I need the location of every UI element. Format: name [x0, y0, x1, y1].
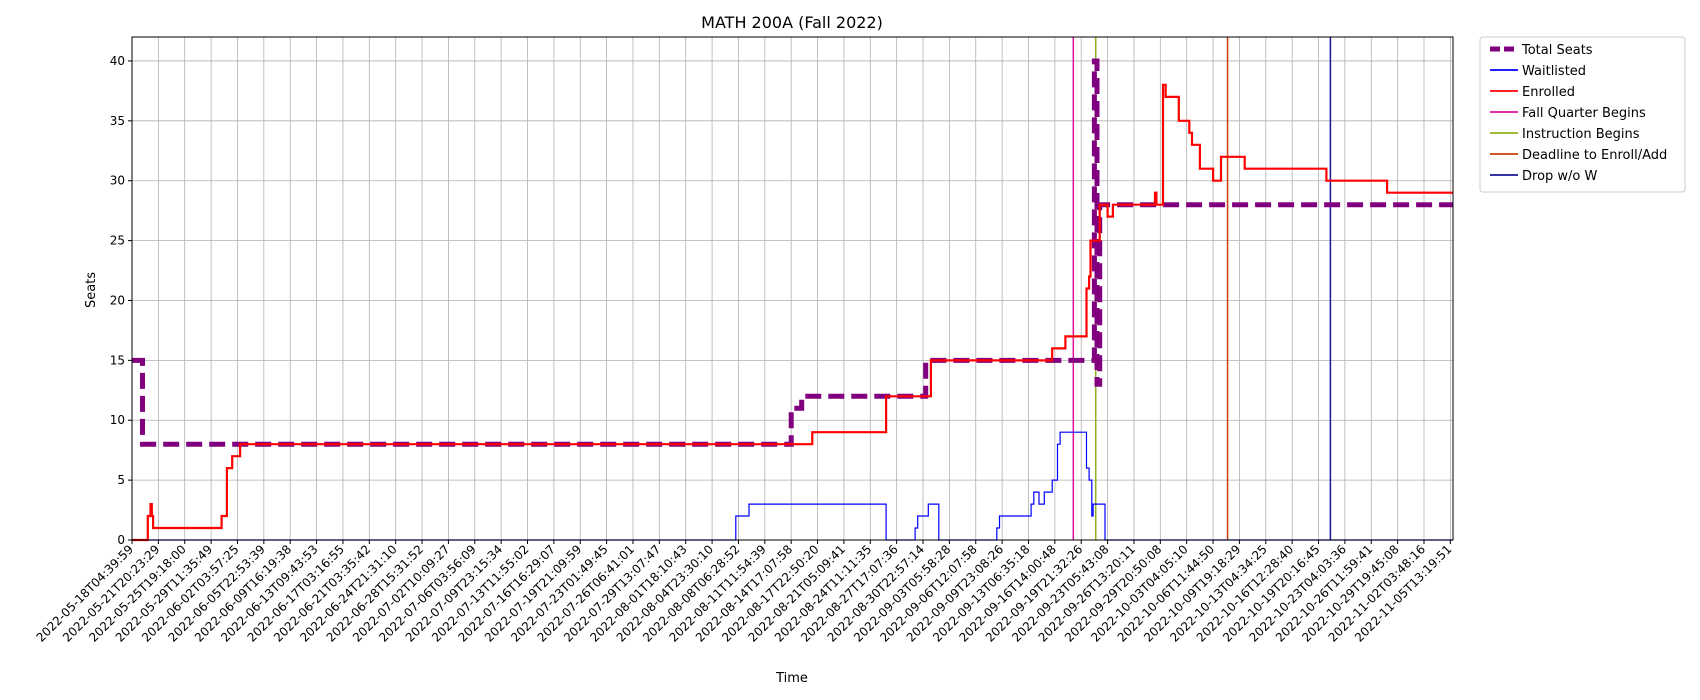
legend-label: Enrolled [1522, 85, 1575, 100]
legend-label: Drop w/o W [1522, 169, 1598, 184]
legend-label: Fall Quarter Begins [1522, 106, 1646, 121]
series-line [132, 431, 1453, 541]
series-line [132, 83, 1453, 542]
plot-frame [131, 36, 1454, 541]
series-lines [132, 58, 1453, 542]
legend: Total Seats Waitlisted Enrolled Fall Quarte… [1479, 36, 1686, 193]
x-axis-label: Time [775, 671, 808, 686]
y-tick-label: 0 [117, 533, 125, 547]
chart-title: MATH 200A (Fall 2022) [701, 13, 883, 32]
grid-lines [131, 37, 1453, 541]
y-tick-label: 10 [110, 413, 125, 427]
y-tick-label: 35 [110, 114, 125, 128]
x-axis-ticks: 2022-05-18T04:39:592022-05-21T20:23:2920… [34, 540, 1454, 645]
y-tick-label: 15 [110, 353, 125, 367]
y-tick-label: 40 [110, 54, 125, 68]
y-tick-label: 5 [117, 473, 125, 487]
legend-label: Total Seats [1521, 43, 1593, 58]
legend-label: Instruction Begins [1522, 127, 1640, 142]
legend-label: Deadline to Enroll/Add [1522, 148, 1667, 163]
y-tick-label: 20 [110, 293, 125, 307]
series-line [132, 58, 1453, 447]
y-axis-ticks: 0 5 10 15 20 25 30 35 40 [110, 54, 132, 547]
legend-frame [1479, 36, 1686, 193]
y-axis-label: Seats [84, 272, 99, 308]
legend-label: Waitlisted [1522, 64, 1586, 79]
y-tick-label: 25 [110, 234, 125, 248]
y-tick-label: 30 [110, 174, 125, 188]
